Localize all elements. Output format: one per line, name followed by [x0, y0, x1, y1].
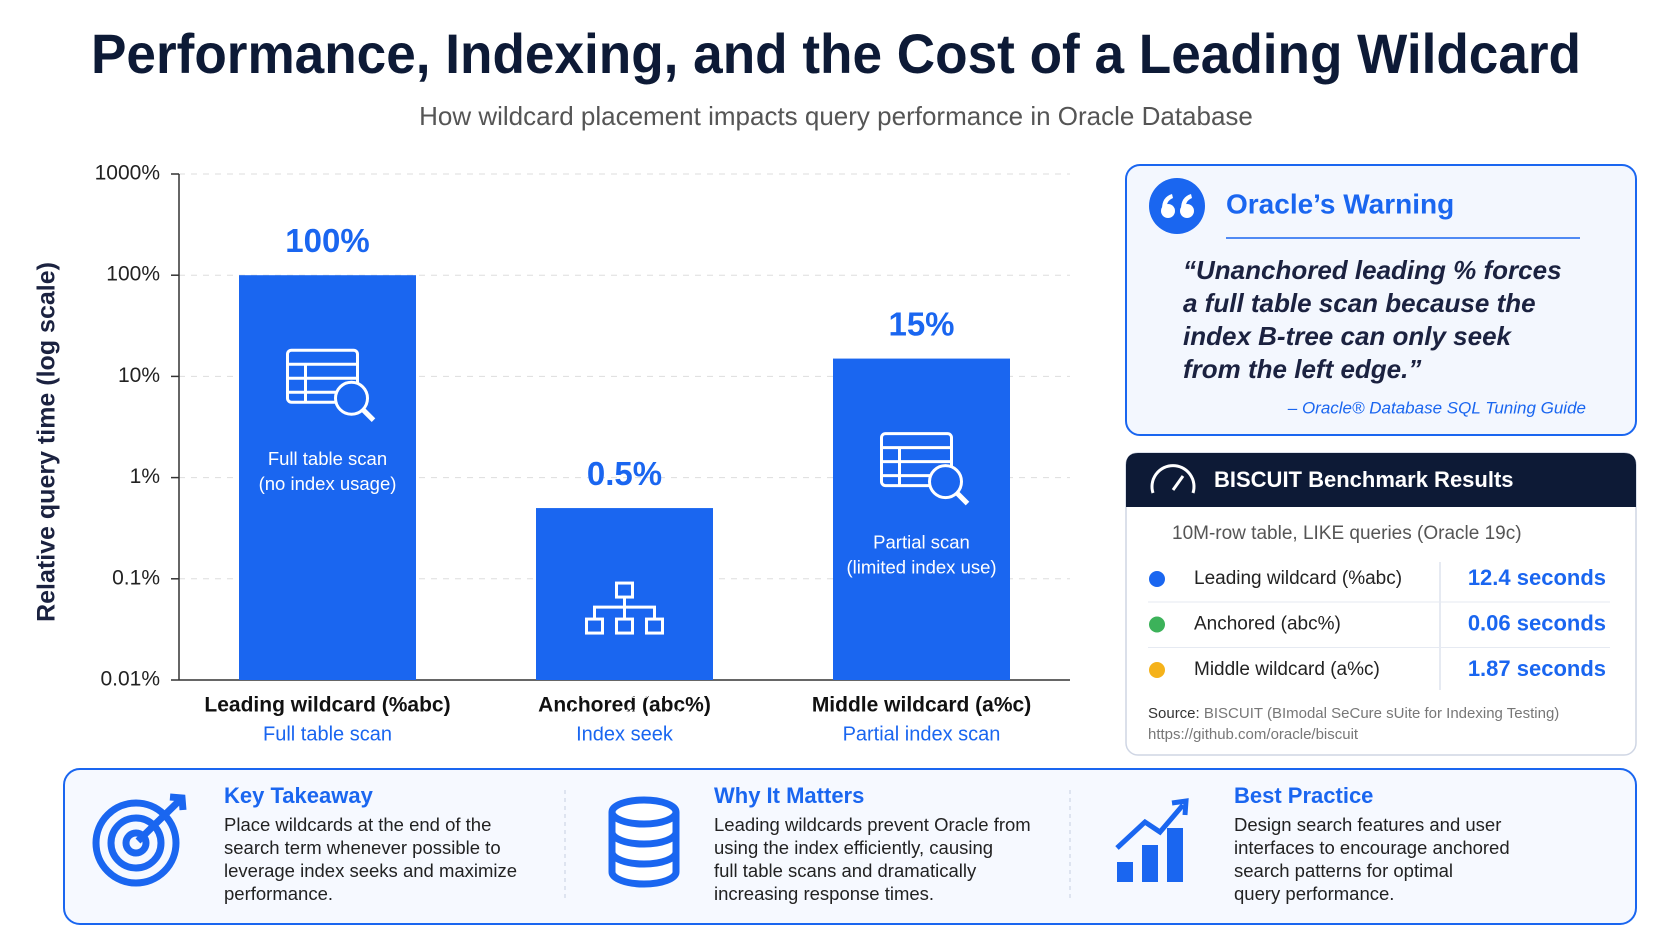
icon-part: [880, 432, 953, 488]
takeaway-text: Design search features and user: [1234, 814, 1501, 835]
value-label: 15%: [888, 305, 954, 342]
x-sublabel: Full table scan: [263, 723, 392, 745]
quote-icon: [1149, 178, 1205, 234]
benchmark-title: BISCUIT Benchmark Results: [1214, 467, 1514, 492]
benchmark-source: Source: BISCUIT (BImodal SeCure sUite fo…: [1148, 705, 1559, 722]
takeaway-text: performance.: [224, 883, 333, 904]
icon-part: [593, 597, 656, 620]
icon-part: [585, 617, 604, 635]
icon-part: [955, 491, 970, 506]
takeaway-title: Why It Matters: [714, 783, 864, 808]
legend-dot: [1149, 571, 1165, 587]
value-label: 0.5%: [587, 455, 662, 492]
takeaway-text: query performance.: [1234, 883, 1394, 904]
icon-part: [334, 380, 369, 416]
warning-title: Oracle’s Warning: [1226, 188, 1454, 219]
table-icon: [286, 348, 376, 422]
takeaway-text: interfaces to encourage anchored: [1234, 837, 1510, 858]
bar-label: Full table scan: [268, 448, 387, 469]
row-label: Middle wildcard (a%c): [1194, 659, 1380, 680]
takeaway-text: Leading wildcards prevent Oracle from: [714, 814, 1031, 835]
takeaway-text: search term whenever possible to: [224, 837, 501, 858]
bar-label: Index seek: [580, 681, 670, 702]
icon-part: [928, 464, 963, 500]
icon-part: [286, 348, 359, 404]
quote-line: a full table scan because the: [1183, 288, 1536, 318]
source-label: Source:: [1148, 705, 1200, 722]
x-tick-label: Middle wildcard (a%c): [812, 694, 1031, 717]
source-text: BISCUIT (BImodal SeCure sUite for Indexi…: [1204, 705, 1559, 722]
row-result: 0.06 seconds: [1468, 610, 1606, 635]
row-result: 1.87 seconds: [1468, 656, 1606, 681]
y-tick-label: 0.01%: [100, 668, 160, 691]
page-title: Performance, Indexing, and the Cost of a…: [91, 22, 1581, 85]
quote-line: index B-tree can only seek: [1183, 321, 1513, 351]
growth-icon: [1115, 798, 1189, 882]
y-tick-label: 10%: [118, 364, 160, 387]
warning-panel: [1125, 164, 1637, 436]
quote-line: from the left edge.”: [1183, 354, 1421, 384]
tree-icon: [585, 581, 664, 635]
quote-marks: [1161, 194, 1194, 218]
y-tick-label: 1%: [130, 465, 160, 488]
benchmark-subtitle: 10M-row table, LIKE queries (Oracle 19c): [1172, 523, 1522, 544]
takeaway-text: search patterns for optimal: [1234, 860, 1453, 881]
takeaway-text: full table scans and dramatically: [714, 860, 977, 881]
legend-dot: [1149, 662, 1165, 678]
bar-label: (very efficient): [567, 706, 683, 727]
bar-label: (limited index use): [846, 556, 996, 577]
y-tick-label: 1000%: [95, 162, 160, 185]
database-icon: [608, 796, 680, 888]
quote-line: “Unanchored leading % forces: [1183, 255, 1562, 285]
row-label: Anchored (abc%): [1194, 614, 1341, 635]
gauge-icon: [1150, 464, 1196, 494]
takeaway-text: leverage index seeks and maximize: [224, 860, 517, 881]
bar: [833, 358, 1010, 680]
takeaway-text: increasing response times.: [714, 883, 934, 904]
x-tick-label: Leading wildcard (%abc): [204, 694, 450, 717]
benchmark-header: [1126, 453, 1636, 507]
row-label: Leading wildcard (%abc): [1194, 568, 1402, 589]
icon-part: [615, 617, 634, 635]
x-sublabel: Partial index scan: [843, 723, 1001, 745]
target-icon: [92, 793, 187, 887]
subtitle: How wildcard placement impacts query per…: [419, 101, 1253, 131]
takeaway-title: Key Takeaway: [224, 783, 374, 808]
table-icon: [880, 432, 970, 506]
source-url: https://github.com/oracle/biscuit: [1148, 726, 1359, 743]
y-tick-label: 0.1%: [112, 566, 160, 589]
bar-label: Partial scan: [873, 531, 970, 552]
x-tick-label: Anchored (abc%): [538, 694, 711, 717]
takeaway-text: Place wildcards at the end of the: [224, 814, 491, 835]
y-axis-title: Relative query time (log scale): [33, 262, 61, 622]
takeaways-panel: [63, 768, 1637, 925]
takeaway-text: using the index efficiently, causing: [714, 837, 993, 858]
y-tick-label: 100%: [106, 263, 160, 286]
x-sublabel: Index seek: [576, 723, 674, 745]
bar: [536, 508, 713, 680]
legend-dot: [1149, 616, 1165, 633]
value-label: 100%: [285, 222, 369, 259]
row-result: 12.4 seconds: [1468, 565, 1606, 590]
icon-part: [645, 617, 664, 635]
bar-label: (no index usage): [259, 473, 397, 494]
bar: [239, 275, 416, 680]
icon-part: [361, 408, 376, 422]
quote-source: – Oracle® Database SQL Tuning Guide: [1287, 398, 1586, 417]
takeaway-title: Best Practice: [1234, 783, 1373, 808]
